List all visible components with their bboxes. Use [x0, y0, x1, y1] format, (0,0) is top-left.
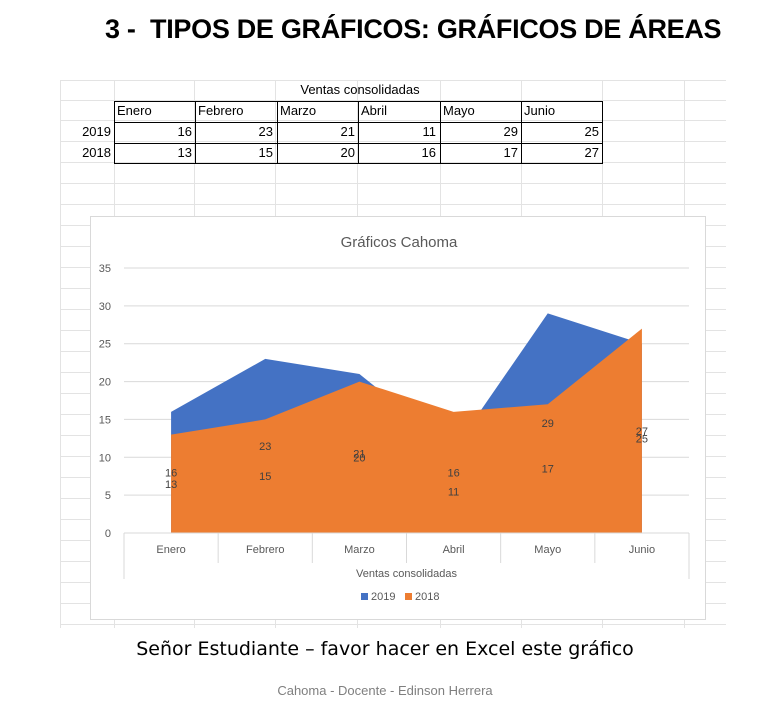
- y-tick-label: 5: [105, 490, 111, 502]
- legend-swatch-2018: [405, 593, 412, 600]
- table-column-divider: [521, 101, 522, 164]
- data-label-2019: 21: [353, 449, 365, 461]
- footer-credit: Cahoma - Docente - Edinson Herrera: [277, 683, 493, 698]
- table-cell: 16: [421, 145, 436, 160]
- y-tick-label: 10: [99, 452, 111, 464]
- y-tick-label: 20: [99, 377, 111, 389]
- chart-area[interactable]: Gráficos Cahoma 0 5 10 15 20 25 30 35 16 23 21 11 29 2…: [90, 216, 706, 620]
- table-row-label: 2019: [82, 124, 111, 139]
- table-cell: 17: [503, 145, 518, 160]
- table-column-header: Febrero: [198, 103, 244, 118]
- legend-label-2018: 2018: [415, 591, 439, 603]
- table-cell: 11: [422, 124, 437, 139]
- data-label-2018: 17: [542, 464, 554, 476]
- table-cell: 27: [584, 145, 599, 160]
- table-column-header: Marzo: [280, 103, 317, 118]
- data-label-2018: 27: [636, 426, 648, 438]
- data-label-2018: 15: [259, 471, 271, 483]
- data-label-2019: 23: [259, 441, 271, 453]
- data-label-2018: 20: [353, 452, 365, 464]
- chart-title: Gráficos Cahoma: [341, 234, 458, 251]
- x-tick-label: Mayo: [534, 544, 561, 556]
- table-cell: 29: [503, 124, 518, 139]
- x-tick-label: Enero: [156, 544, 185, 556]
- page-title: 3 - TIPOS DE GRÁFICOS: GRÁFICOS DE ÁREAS: [105, 14, 722, 44]
- table-column-header: Abril: [361, 103, 388, 118]
- data-label-2019: 25: [636, 433, 648, 445]
- x-tick-label: Febrero: [246, 544, 285, 556]
- x-axis-title: Ventas consolidadas: [356, 568, 457, 580]
- table-column-divider: [440, 101, 441, 164]
- legend-label-2019: 2019: [371, 591, 395, 603]
- y-tick-label: 30: [99, 301, 111, 313]
- area-series-2018: [171, 328, 642, 533]
- data-label-2019: 16: [165, 467, 177, 479]
- x-tick-label: Junio: [629, 544, 655, 556]
- table-column-divider: [358, 101, 359, 164]
- y-tick-label: 0: [105, 528, 111, 540]
- data-label-2018: 16: [447, 467, 459, 479]
- table-cell: 25: [584, 124, 599, 139]
- table-cell: 13: [177, 145, 192, 160]
- x-tick-label: Marzo: [344, 544, 375, 556]
- x-tick-label: Abril: [443, 544, 465, 556]
- y-tick-label: 15: [99, 414, 111, 426]
- table-row-label: 2018: [82, 145, 111, 160]
- table-column-divider: [277, 101, 278, 164]
- data-label-2019: 29: [542, 418, 554, 430]
- table-cell: 15: [258, 145, 273, 160]
- table-cell: 21: [340, 124, 355, 139]
- table-cell: 16: [177, 124, 192, 139]
- table-column-header: Mayo: [443, 103, 475, 118]
- table-title: Ventas consolidadas: [300, 82, 420, 97]
- table-column-header: Junio: [524, 103, 556, 118]
- table-row-divider: [114, 122, 603, 123]
- y-tick-label: 25: [99, 339, 111, 351]
- table-cell: 23: [258, 124, 273, 139]
- data-label-2018: 13: [165, 479, 177, 491]
- table-column-divider: [195, 101, 196, 164]
- table-row-divider: [114, 143, 603, 144]
- data-label-2019: 11: [448, 486, 459, 498]
- table-column-header: Enero: [117, 103, 152, 118]
- legend-swatch-2019: [361, 593, 368, 600]
- instruction-caption: Señor Estudiante – favor hacer en Excel …: [136, 638, 634, 660]
- area-chart: Gráficos Cahoma 0 5 10 15 20 25 30 35 16 23 21 11 29 2…: [99, 234, 690, 603]
- y-tick-label: 35: [99, 263, 111, 275]
- table-cell: 20: [340, 145, 355, 160]
